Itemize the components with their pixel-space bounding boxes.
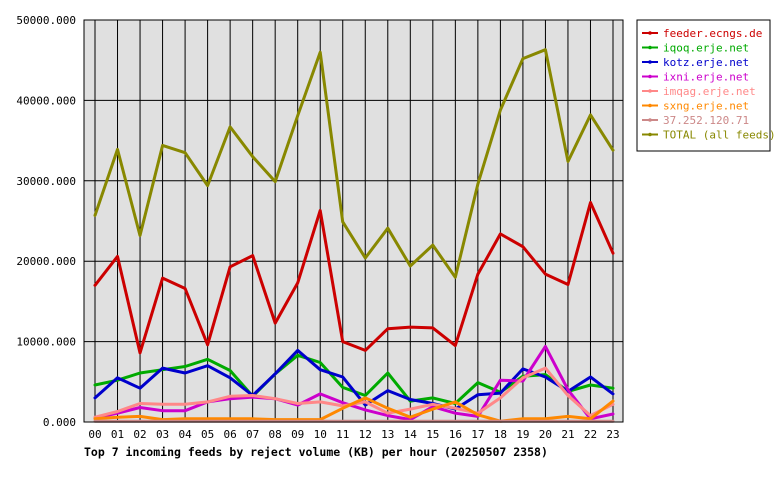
x-axis-tick-labels: 00 01 02 03 04 05 06 07 08 09 10 11 12 13 14 15 16 17 18 19… (88, 428, 619, 441)
x-tick-label: 16 (449, 428, 462, 441)
x-tick-label: 12 (359, 428, 372, 441)
legend-label: iqoq.erje.net (663, 42, 749, 55)
x-tick-label: 01 (111, 428, 124, 441)
x-tick-label: 00 (88, 428, 101, 441)
legend-label: 37.252.120.71 (663, 114, 749, 127)
x-tick-label: 22 (584, 428, 597, 441)
x-tick-label: 07 (246, 428, 259, 441)
y-axis-tick-labels: 0.000 10000.000 20000.000 30000.000 40000.00… (16, 14, 76, 429)
x-tick-label: 03 (156, 428, 169, 441)
x-tick-label: 06 (224, 428, 237, 441)
series-line-2 (93, 348, 615, 411)
x-tick-label: 10 (314, 428, 327, 441)
plot-background (84, 20, 623, 422)
legend-label: feeder.ecngs.de (663, 27, 762, 40)
x-tick-label: 17 (471, 428, 484, 441)
x-tick-label: 20 (539, 428, 552, 441)
x-tick-label: 04 (178, 428, 192, 441)
legend-marker (648, 31, 652, 35)
legend-marker (648, 89, 652, 93)
legend-label: kotz.erje.net (663, 56, 749, 69)
legend-marker (648, 118, 652, 122)
legend-marker (648, 132, 652, 137)
series-line-7 (93, 48, 615, 279)
y-tick-label: 0.000 (43, 416, 76, 429)
legend-box (636, 19, 771, 152)
legend-marker (648, 74, 652, 79)
x-tick-label: 08 (269, 428, 282, 441)
chart-title: Top 7 incoming feeds by reject volume (K… (84, 445, 548, 459)
x-tick-label: 15 (426, 428, 439, 441)
x-tick-label: 05 (201, 428, 214, 441)
x-tick-label: 13 (381, 428, 394, 441)
legend-label: ixni.erje.net (663, 71, 749, 84)
legend-marker (648, 60, 652, 64)
legend-label: imqag.erje.net (663, 85, 756, 98)
x-tick-label: 18 (494, 428, 507, 441)
x-tick-label: 02 (133, 428, 146, 441)
legend: feeder.ecngs.de iqoq.erje.netkotz.erje.ne… (636, 19, 776, 152)
x-tick-label: 14 (404, 428, 418, 441)
y-tick-label: 30000.000 (16, 175, 76, 188)
x-tick-label: 09 (291, 428, 304, 441)
legend-marker (648, 103, 652, 108)
plot-border (83, 19, 624, 423)
y-tick-label: 50000.000 (16, 14, 76, 27)
y-tick-label: 40000.000 (16, 94, 76, 107)
legend-marker (648, 45, 652, 50)
series-line-0 (93, 201, 615, 355)
series-lines (93, 48, 615, 423)
legend-label: TOTAL (all feeds) (663, 129, 776, 142)
series-line-5 (93, 396, 615, 423)
y-tick-label: 20000.000 (16, 255, 76, 268)
x-tick-label: 11 (336, 428, 349, 441)
legend-label: sxng.erje.net (663, 100, 749, 113)
y-tick-label: 10000.000 (16, 336, 76, 349)
x-tick-label: 23 (606, 428, 619, 441)
x-tick-label: 21 (561, 428, 574, 441)
x-tick-label: 19 (516, 428, 529, 441)
